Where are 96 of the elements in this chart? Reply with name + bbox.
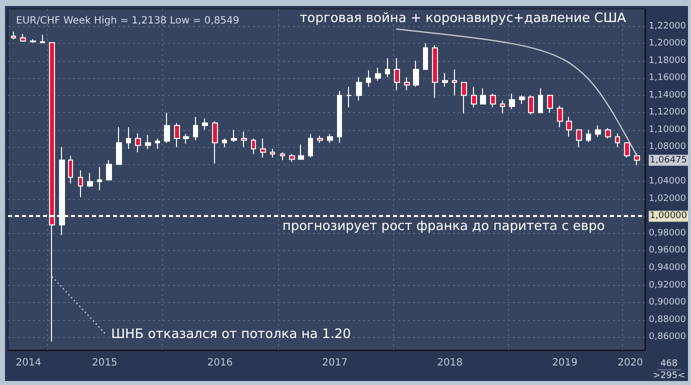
candlestick	[289, 154, 295, 162]
annotation: ШНБ отказался от потолка на 1.20	[111, 327, 351, 342]
candlestick	[615, 132, 620, 148]
candlestick	[68, 155, 73, 184]
candlestick	[126, 126, 131, 150]
y-tick-label: 0,96000	[648, 246, 686, 256]
y-tick-label: 0,86000	[648, 332, 686, 342]
candlestick	[135, 132, 141, 153]
candlestick	[432, 44, 438, 98]
candlestick	[442, 72, 448, 88]
candlestick	[20, 34, 26, 42]
candlestick	[327, 134, 333, 144]
candlestick	[116, 126, 122, 165]
candlestick	[193, 116, 198, 141]
ref-line-label: прогнозирует рост франка до паритета с евро	[282, 219, 605, 234]
candlestick	[423, 42, 428, 70]
candlestick	[356, 76, 362, 102]
x-tick-label: 2018	[437, 358, 463, 368]
y-tick-label: 1,04000	[648, 176, 686, 187]
x-tick-label: 2016	[207, 358, 233, 368]
candlestick	[471, 86, 477, 108]
candlestick	[222, 138, 227, 148]
candlestick	[605, 128, 611, 139]
candlestick	[404, 76, 410, 91]
candlestick	[566, 116, 572, 138]
y-tick-label: 1,08000	[648, 142, 686, 152]
candlestick	[317, 135, 323, 144]
candlestick	[106, 160, 112, 180]
candlestick	[40, 34, 45, 44]
candlestick	[183, 134, 189, 144]
candlestick	[87, 172, 93, 188]
y-tick-label: 1,10000	[648, 124, 686, 135]
y-tick-label: 1,20000	[648, 38, 686, 49]
candlestick	[375, 67, 381, 82]
candlestick	[202, 118, 208, 130]
text: >295<	[652, 371, 686, 381]
candlestick	[500, 100, 505, 114]
y-tick-label: 1,06475	[650, 155, 687, 166]
candlestick	[270, 148, 275, 158]
candlestick	[212, 120, 218, 164]
candlestick	[30, 38, 36, 44]
candlestick	[251, 138, 256, 155]
candlestick	[337, 90, 342, 144]
candlestick	[78, 170, 83, 198]
y-tick-label: 0,90000	[648, 298, 686, 308]
y-tick-label: 1,14000	[648, 90, 686, 100]
candlestick	[366, 70, 371, 88]
text: 468	[660, 359, 678, 369]
candlestick	[452, 68, 457, 96]
text: EUR/CHF Week High = 1,2138 Low = 0,8549	[16, 16, 240, 26]
candlestick	[394, 58, 400, 91]
y-tick-label: 0,98000	[648, 228, 686, 238]
x-tick-label: 2014	[16, 358, 42, 368]
candlestick	[97, 166, 102, 191]
annotation: торговая война + коронавирус+давление США	[300, 11, 626, 26]
candlestick	[164, 112, 170, 144]
candlestick	[547, 94, 553, 114]
y-tick-label: 0,94000	[648, 262, 686, 273]
candlestick	[634, 152, 640, 166]
y-tick-label: 0,92000	[648, 280, 686, 290]
candlestick	[174, 122, 180, 148]
candlestick	[586, 129, 591, 142]
candlestick	[241, 131, 247, 148]
y-tick-label: 1,22000	[648, 21, 686, 32]
y-tick-label: 0,88000	[648, 314, 686, 325]
candlestick	[557, 105, 563, 128]
candlestick	[490, 93, 496, 108]
candlestick	[509, 93, 515, 110]
candlestick	[155, 138, 160, 150]
candlestick	[346, 86, 352, 108]
candlestick	[538, 88, 543, 114]
candlestick	[413, 60, 419, 88]
candlestick	[519, 94, 525, 104]
candlestick	[280, 152, 285, 161]
candlestick	[461, 82, 467, 114]
x-tick-label: 2017	[322, 358, 348, 368]
candlestick	[260, 138, 266, 158]
x-tick-label: 2020	[618, 358, 644, 368]
x-tick-label: 2015	[92, 358, 118, 368]
candlestick	[576, 129, 582, 148]
candlestick	[595, 125, 601, 138]
y-tick-label: 1,00000	[650, 211, 688, 222]
y-tick-label: 1,16000	[648, 73, 686, 84]
candlestick	[308, 134, 313, 158]
candlestick	[11, 31, 16, 40]
candlestick	[231, 129, 237, 142]
candlestick	[624, 141, 630, 158]
candlestick	[480, 88, 486, 104]
candlestick	[298, 144, 304, 160]
candlestick	[528, 94, 534, 115]
candlestick	[385, 58, 390, 78]
y-tick-label: 1,12000	[648, 108, 686, 118]
candlestick	[145, 134, 151, 150]
y-tick-label: 1,02000	[648, 194, 686, 204]
y-tick-label: 1,18000	[648, 56, 686, 66]
x-tick-label: 2019	[552, 358, 578, 368]
